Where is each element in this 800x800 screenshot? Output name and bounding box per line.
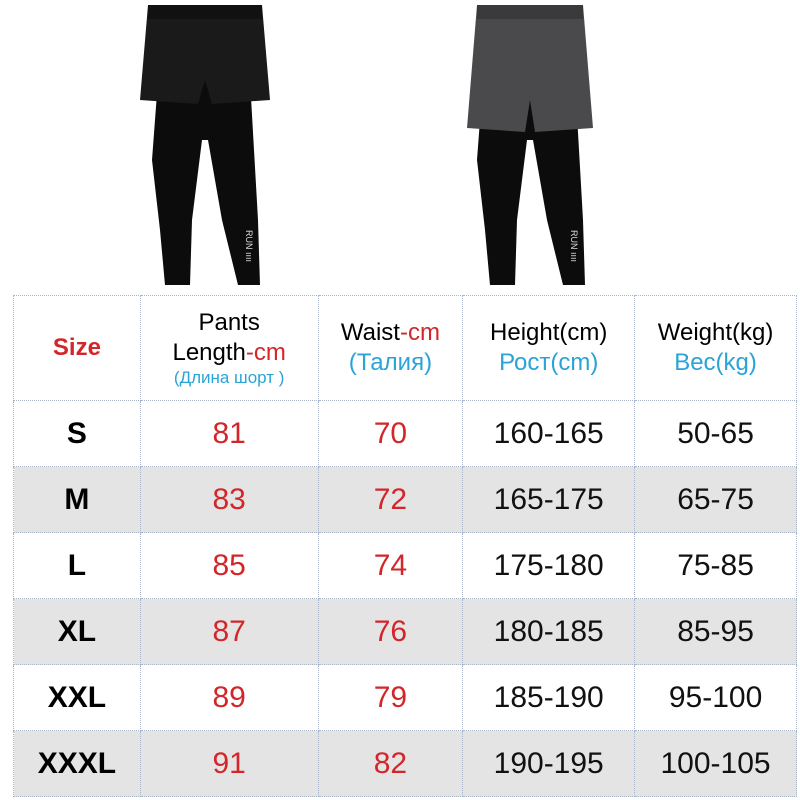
header-pants-line2: Length [172,339,246,366]
header-size: Size [13,295,141,401]
table-row: S 81 70 160-165 50-65 [13,400,797,467]
length-cell: 87 [139,598,319,665]
length-cell: 91 [139,730,319,797]
height-cell: 165-175 [462,466,636,533]
weight-cell: 50-65 [634,400,797,467]
weight-cell: 95-100 [634,664,797,731]
size-cell: S [13,400,141,467]
waist-cell: 76 [317,598,464,665]
header-weight-label: Weight(kg) [657,319,774,346]
height-cell: 180-185 [462,598,636,665]
header-pants-line1: Pants [198,309,260,336]
height-cell: 175-180 [462,532,636,599]
waist-cell: 70 [317,400,464,467]
weight-cell: 65-75 [634,466,797,533]
height-cell: 160-165 [462,400,636,467]
header-size-label: Size [52,334,101,361]
header-height-label: Height(cm) [490,319,608,346]
size-chart-table: Size Pants Length-cm (Длина шорт ) Waist… [13,295,797,797]
weight-cell: 100-105 [634,730,797,797]
size-cell: L [13,532,141,599]
length-cell: 83 [139,466,319,533]
table-row: M 83 72 165-175 65-75 [13,466,797,533]
header-pants-length: Pants Length-cm (Длина шорт ) [139,295,319,401]
product-image-black-pants: RUN ıııı [140,5,270,285]
table-row: XL 87 76 180-185 85-95 [13,598,797,665]
length-cell: 81 [139,400,319,467]
run-print: RUN ıııı [244,230,254,262]
size-cell: M [13,466,141,533]
table-row: XXL 89 79 185-190 95-100 [13,664,797,731]
height-cell: 185-190 [462,664,636,731]
header-height: Height(cm) Рост(cm) [462,295,636,401]
size-cell: XL [13,598,141,665]
weight-cell: 75-85 [634,532,797,599]
header-waist-unit: -cm [399,319,440,346]
height-cell: 190-195 [462,730,636,797]
table-header-row: Size Pants Length-cm (Длина шорт ) Waist… [13,295,797,401]
table-row: L 85 74 175-180 75-85 [13,532,797,599]
size-cell: XXL [13,664,141,731]
header-waist-ru: (Талия) [348,349,433,376]
header-height-ru: Рост(cm) [499,349,599,376]
waist-cell: 82 [317,730,464,797]
header-waist-label: Waist [340,319,400,346]
run-print: RUN ıııı [569,230,579,262]
waist-cell: 72 [317,466,464,533]
weight-cell: 85-95 [634,598,797,665]
header-pants-ru: (Длина шорт ) [173,368,285,387]
waist-cell: 79 [317,664,464,731]
size-cell: XXXL [13,730,141,797]
header-weight: Weight(kg) Вес(kg) [634,295,797,401]
header-waist: Waist-cm (Талия) [317,295,464,401]
length-cell: 89 [139,664,319,731]
table-row: XXXL 91 82 190-195 100-105 [13,730,797,797]
waist-cell: 74 [317,532,464,599]
length-cell: 85 [139,532,319,599]
header-pants-unit: -cm [245,339,286,366]
header-weight-ru: Вес(kg) [674,349,757,376]
product-image-gray-pants: RUN ıııı [467,5,593,285]
